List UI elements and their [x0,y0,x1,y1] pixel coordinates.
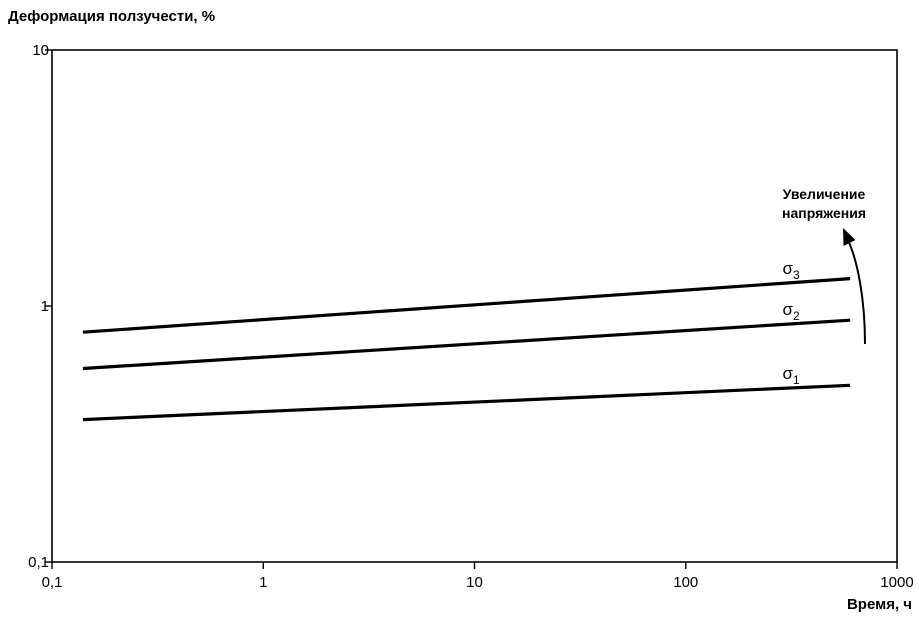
x-tick-label: 10 [466,574,483,591]
stress-increase-annotation: Увеличение напряжения [782,186,866,345]
annotation-line-1: Увеличение [783,186,866,202]
x-axis-title: Время, ч [847,596,912,613]
stress-increase-arrowhead [843,228,856,246]
series-line-sigma-3 [82,277,851,334]
y-tick-label: 0,1 [28,554,49,571]
x-tick-label: 1000 [880,574,913,591]
stress-increase-arrow [847,239,866,345]
series-group: σ1 σ2 σ3 [82,259,851,422]
y-tick-label: 10 [32,42,49,59]
y-axis-title: Деформация ползучести, % [8,8,215,25]
series-line-sigma-1 [82,383,851,422]
series-label-sigma-2: σ2 [783,300,801,323]
series-label-sigma-1: σ1 [783,364,801,387]
series-label-sigma-3: σ3 [783,259,801,282]
y-axis: 0,1 1 10 [28,42,52,571]
series-line-sigma-2 [82,318,851,371]
x-axis: 0,1 1 10 100 1000 [42,562,914,591]
x-tick-label: 1 [259,574,267,591]
y-tick-label: 1 [41,298,49,315]
x-tick-label: 0,1 [42,574,63,591]
x-tick-label: 100 [673,574,698,591]
annotation-line-2: напряжения [782,205,866,221]
